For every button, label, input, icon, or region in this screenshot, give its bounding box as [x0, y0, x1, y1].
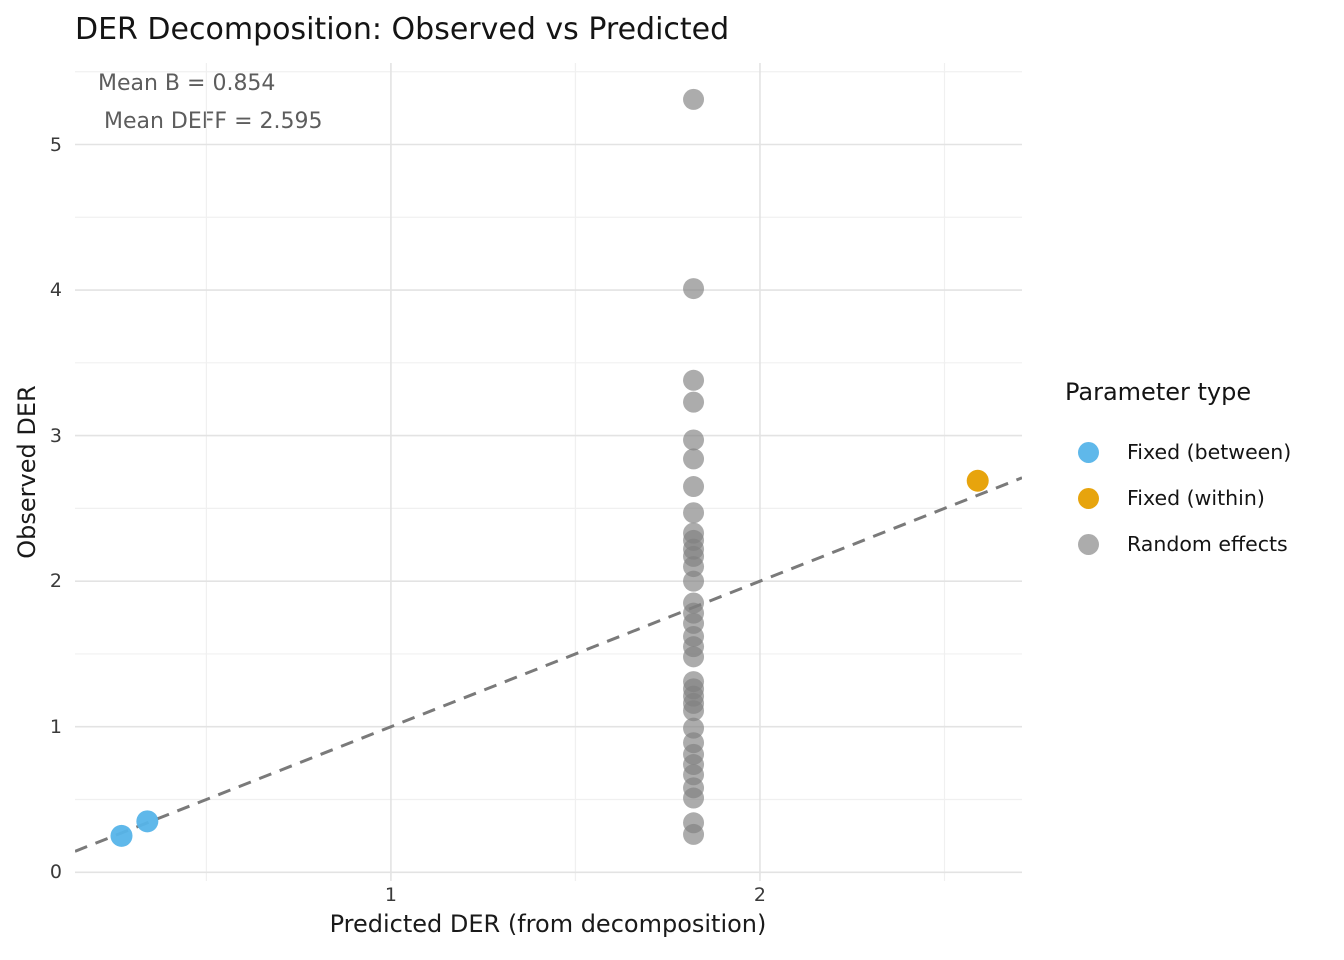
y-axis-label: Observed DER — [13, 385, 41, 559]
data-point-random-effects — [683, 700, 705, 722]
data-point-random-effects — [683, 502, 705, 524]
y-tick-label: 4 — [49, 279, 62, 302]
data-point-random-effects — [683, 787, 705, 809]
x-tick-label: 1 — [384, 884, 397, 906]
annotation-mean-deff: Mean DEFF = 2.595 — [104, 109, 323, 134]
y-tick-label: 2 — [49, 570, 62, 593]
legend-key-icon — [1078, 533, 1099, 555]
data-point-random-effects — [683, 448, 705, 470]
data-point-fixed-within — [966, 469, 989, 492]
annotation-mean-b: Mean B = 0.854 — [98, 71, 276, 96]
legend-item-fixed-within: Fixed (within) — [1065, 475, 1291, 521]
legend-key-icon — [1078, 441, 1099, 463]
x-axis-label: Predicted DER (from decomposition) — [329, 910, 767, 938]
legend: Parameter type Fixed (between) Fixed (wit… — [1065, 378, 1291, 567]
data-point-random-effects — [683, 88, 705, 110]
data-point-random-effects — [683, 278, 705, 300]
y-tick-label: 5 — [49, 133, 62, 156]
y-tick-label: 1 — [49, 715, 62, 738]
data-point-random-effects — [683, 646, 705, 668]
legend-label: Fixed (within) — [1127, 486, 1265, 510]
data-point-random-effects — [683, 429, 705, 451]
legend-label: Random effects — [1127, 532, 1288, 556]
legend-label: Fixed (between) — [1127, 440, 1292, 464]
y-tick-label: 3 — [49, 424, 62, 447]
identity-reference-line — [75, 476, 1022, 853]
legend-items: Fixed (between) Fixed (within) Random effe… — [1065, 429, 1291, 567]
data-point-random-effects — [683, 570, 705, 592]
chart-title: DER Decomposition: Observed vs Predicted — [75, 12, 730, 47]
plot-area — [75, 63, 1022, 881]
y-tick-label: 0 — [49, 861, 62, 884]
legend-title: Parameter type — [1065, 378, 1252, 406]
data-point-fixed-between — [136, 810, 159, 833]
data-point-random-effects — [683, 717, 705, 739]
data-point-random-effects — [683, 556, 705, 578]
data-point-fixed-between — [110, 824, 133, 847]
legend-item-fixed-between: Fixed (between) — [1065, 429, 1291, 475]
data-point-random-effects — [683, 391, 705, 413]
data-point-random-effects — [683, 369, 705, 391]
x-tick-label: 2 — [753, 884, 767, 906]
legend-key-icon — [1078, 487, 1099, 509]
data-point-random-effects — [683, 823, 705, 845]
legend-item-random-effects: Random effects — [1065, 521, 1291, 567]
data-point-random-effects — [683, 476, 705, 498]
